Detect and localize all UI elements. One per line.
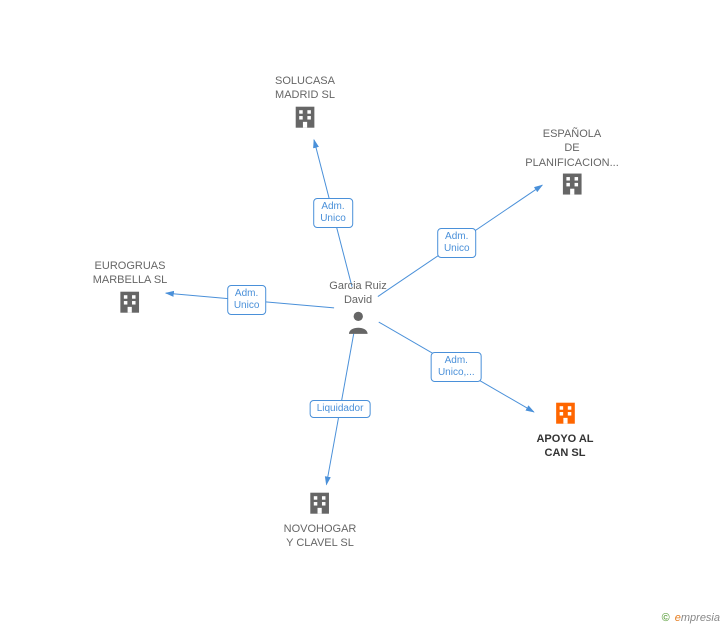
edge-label: Adm. Unico [227, 285, 267, 315]
building-icon [536, 399, 593, 432]
node-eurogruas: EUROGRUAS MARBELLA SL [93, 259, 168, 321]
center-node: Garcia Ruiz David [329, 279, 386, 341]
node-apoyo: APOYO AL CAN SL [536, 399, 593, 461]
building-icon [93, 288, 168, 321]
footer-credit: © empresia [662, 612, 720, 624]
building-icon [525, 170, 619, 203]
node-label: APOYO AL CAN SL [536, 432, 593, 461]
node-label: Garcia Ruiz David [329, 279, 386, 308]
node-novohogar: NOVOHOGAR Y CLAVEL SL [284, 489, 357, 551]
brand-rest: mpresia [681, 612, 720, 624]
building-icon [275, 103, 335, 136]
building-icon [284, 489, 357, 522]
node-label: NOVOHOGAR Y CLAVEL SL [284, 522, 357, 551]
node-label: SOLUCASA MADRID SL [275, 74, 335, 103]
node-solucasa: SOLUCASA MADRID SL [275, 74, 335, 136]
edge-label: Adm. Unico [313, 198, 353, 228]
edge-label: Liquidador [310, 400, 371, 418]
copyright-symbol: © [662, 612, 670, 624]
person-icon [329, 308, 386, 341]
edge-label: Adm. Unico [437, 228, 477, 258]
node-label: ESPAÑOLA DE PLANIFICACION... [525, 127, 619, 170]
diagram-canvas: Garcia Ruiz David SOLUCASA MADRID SL ESPAÑ… [0, 0, 728, 630]
node-label: EUROGRUAS MARBELLA SL [93, 259, 168, 288]
edge-label: Adm. Unico,... [431, 352, 482, 382]
node-espanola: ESPAÑOLA DE PLANIFICACION... [525, 127, 619, 203]
